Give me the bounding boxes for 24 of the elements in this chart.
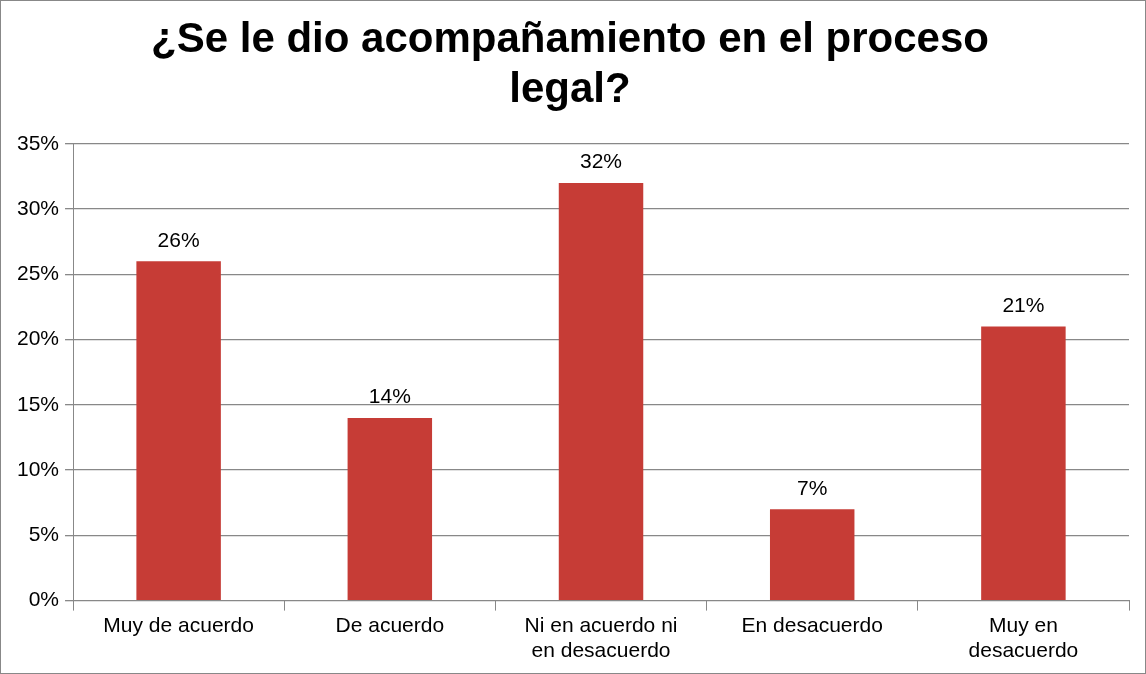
y-tick-label: 15%	[17, 391, 60, 415]
data-label: 14%	[368, 384, 411, 408]
y-tick-label: 20%	[17, 326, 60, 350]
y-tick-label: 30%	[17, 195, 60, 219]
bar	[981, 326, 1066, 600]
y-tick-label: 25%	[17, 261, 60, 285]
bar	[769, 509, 855, 600]
data-label: 26%	[157, 227, 200, 251]
x-tick-label: Ni en acuerdo ni en desacuerdo	[524, 613, 678, 662]
y-tick-label: 35%	[17, 130, 60, 154]
data-label: 32%	[580, 149, 623, 173]
bar	[347, 417, 433, 600]
y-tick-label: 0%	[28, 587, 60, 611]
data-label: 21%	[1002, 292, 1045, 316]
data-label: 7%	[797, 475, 828, 499]
x-tick-label: Muy de acuerdo	[103, 613, 254, 636]
bar	[558, 182, 644, 600]
x-tick-label: En desacuerdo	[741, 613, 883, 636]
y-tick-label: 10%	[17, 456, 60, 480]
x-tick-label: De acuerdo	[335, 613, 445, 636]
chart-title: ¿Se le dio acompañamiento en el proceso legal?	[151, 13, 989, 112]
y-tick-label: 5%	[28, 522, 60, 546]
bar	[136, 261, 221, 600]
x-tick-label: Muy en desacuerdo	[968, 613, 1079, 662]
